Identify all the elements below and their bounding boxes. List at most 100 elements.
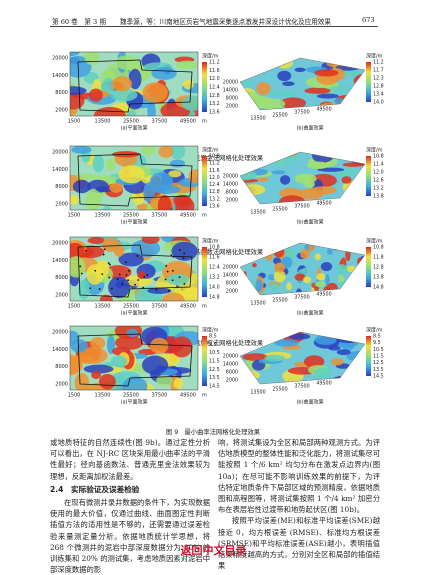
surface-blob — [264, 354, 286, 362]
surface-edge — [239, 57, 366, 111]
legend-title: 深度/m — [202, 147, 219, 154]
colorbar-label: 12.8 — [373, 265, 384, 271]
contour-blob — [169, 159, 186, 168]
surface-edge — [239, 151, 366, 205]
surface-blob — [240, 79, 255, 86]
surface-blob — [273, 246, 285, 258]
section-heading: 2.4 实际验证及误差检验 — [50, 484, 140, 494]
surface-blob — [313, 286, 319, 291]
surface-blob — [246, 332, 258, 340]
surface-blob — [354, 282, 365, 295]
colorbar-label: 11.6 — [209, 168, 220, 174]
colorbar-label: 11.8 — [373, 255, 384, 261]
page-number: 673 — [362, 16, 375, 24]
colorbar-label: 13.2 — [209, 101, 220, 107]
surface-blob — [294, 67, 306, 73]
colorbar-label: 9.5 — [373, 340, 381, 346]
surface-x-label: 49500 — [316, 292, 331, 298]
surface-x-label: 25500 — [272, 113, 287, 119]
contour-blob — [77, 347, 108, 364]
contour-blob — [171, 241, 198, 261]
surface-blob — [350, 152, 365, 158]
surface-blob — [268, 90, 297, 97]
contour-blob — [126, 109, 137, 116]
surface-x-label: 13500 — [250, 210, 265, 216]
figure-caption: 图 8 反距离加权法网格化处理效果 — [163, 338, 264, 347]
y-tick-label: 8000 — [55, 90, 68, 96]
surface-blob — [326, 282, 338, 293]
legend-title: 深度/m — [366, 238, 383, 245]
survey-boundary — [77, 244, 193, 298]
surface-x-label: 49500 — [316, 381, 331, 387]
surface-blob — [326, 248, 333, 255]
surface-blob — [271, 160, 294, 166]
contour-blob — [70, 242, 85, 261]
surface-blob — [334, 97, 345, 105]
map-frame — [69, 236, 199, 302]
surface-blob — [340, 285, 352, 293]
journal-volume: 第 60 卷 第 3 期 — [52, 18, 106, 26]
surface-y-label: 8000 — [226, 370, 238, 376]
y-tick-label: 2000 — [55, 293, 68, 299]
contour-blob — [72, 179, 91, 194]
contour-blob — [70, 86, 87, 96]
contour-blob — [162, 292, 185, 301]
x-unit: m — [202, 119, 207, 125]
well-point — [143, 276, 146, 278]
colorbar-label: 13.2 — [209, 196, 220, 202]
surface-blob — [346, 350, 365, 363]
subcaption-b: (b)曲面效果 — [296, 125, 323, 132]
y-tick-label: 2000 — [55, 382, 68, 388]
contour-blob — [147, 287, 172, 294]
surface-y-label: 2000 — [226, 289, 238, 295]
surface-blob — [255, 279, 263, 292]
surface-blob — [314, 334, 338, 345]
colorbar-label: 14.5 — [209, 384, 220, 390]
well-point — [125, 274, 128, 276]
surface-blob — [282, 81, 295, 87]
subcaption-a: (a)平面效果 — [121, 219, 148, 226]
colorbar — [202, 336, 207, 386]
colorbar — [366, 62, 371, 102]
well-point — [182, 257, 185, 260]
well-point — [171, 279, 174, 282]
well-point — [178, 249, 181, 251]
colorbar-label: 12.0 — [209, 76, 220, 82]
contour-blob — [90, 337, 106, 350]
legend-title: 深度/m — [202, 327, 219, 334]
x-tick-label: 37500 — [152, 213, 168, 219]
well-point — [89, 287, 92, 290]
colorbar-label: 12.6 — [373, 178, 384, 184]
y-tick-label: 20000 — [52, 241, 68, 247]
contour-blob — [169, 146, 186, 160]
x-tick-label: 25500 — [123, 304, 139, 310]
colorbar-label: 11.6 — [209, 68, 220, 74]
y-tick-label: 20000 — [52, 330, 68, 336]
contour-blob — [141, 237, 160, 244]
contour-blob — [110, 88, 138, 102]
surface-blob — [320, 261, 333, 272]
subcaption-b: (b)曲面效果 — [296, 399, 323, 406]
subcaption-a: (a)平面效果 — [121, 310, 148, 317]
left-column: 或地质特征的自然连续性(图 9b)。通过定性分析可以看出，在 NJ-RC 区块采… — [50, 437, 210, 575]
back-to-contents-link[interactable]: 返回中文目录 — [180, 544, 247, 557]
x-unit: m — [202, 213, 207, 219]
surface-y-label: 20000 — [223, 265, 238, 271]
map-frame — [69, 325, 199, 391]
surface-x-label: 13500 — [250, 301, 265, 307]
colorbar-label: 10.8 — [373, 245, 384, 251]
subcaption-a: (a)平面效果 — [121, 399, 148, 406]
contour-blob — [102, 205, 112, 210]
colorbar — [202, 247, 207, 297]
paragraph: 按照平均误差(ME)和标准平均误差(SME)越接近 0，均方根误差 (RMSE)… — [218, 516, 380, 571]
colorbar-label: 9.5 — [209, 342, 217, 348]
colorbar-label: 11.5 — [373, 354, 384, 360]
contour-blob — [76, 173, 97, 180]
surface-blob — [274, 262, 286, 273]
colorbar-label: 13.6 — [209, 204, 220, 210]
subcaption-a: (a)平面效果 — [121, 125, 148, 132]
survey-boundary — [77, 59, 193, 113]
colorbar-label: 12.5 — [209, 367, 220, 373]
colorbar — [202, 156, 207, 206]
surface-y-label: 2000 — [226, 104, 238, 110]
